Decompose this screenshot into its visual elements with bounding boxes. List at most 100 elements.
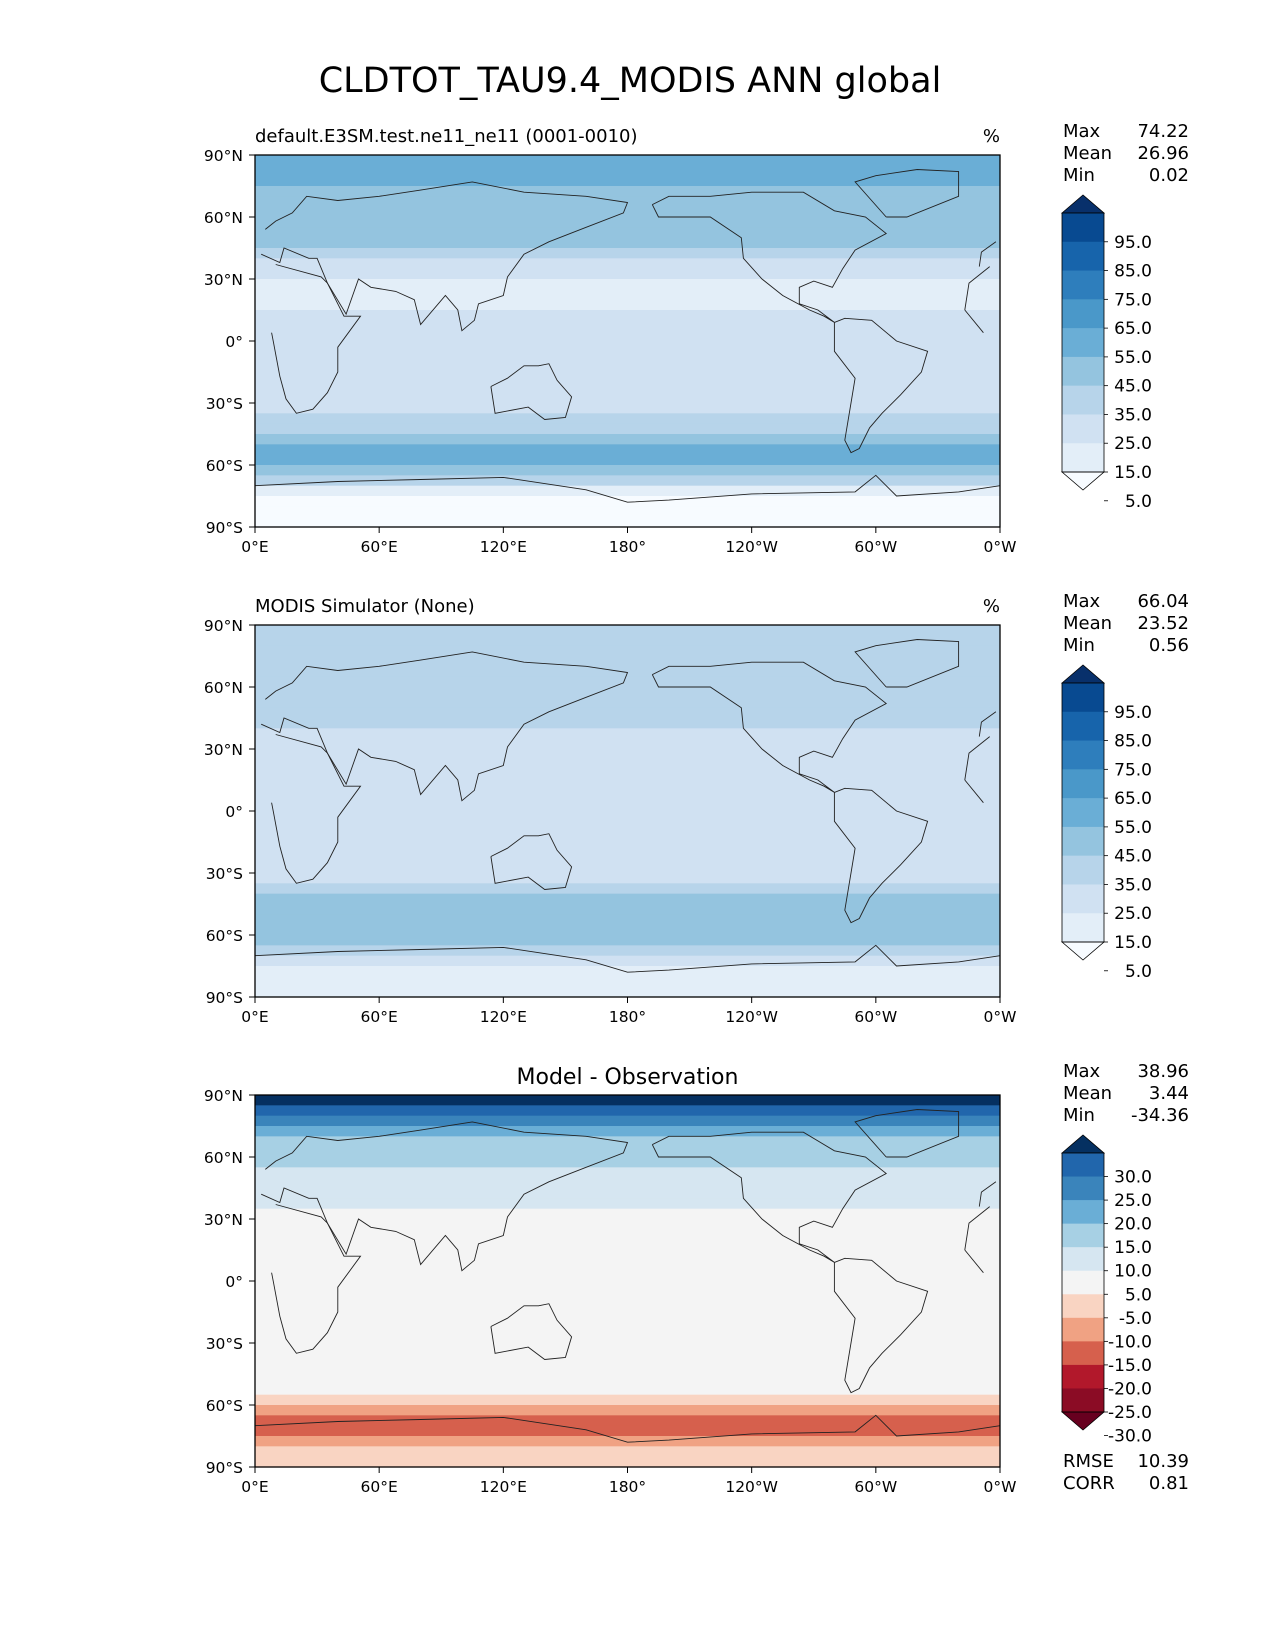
difference-band xyxy=(255,1394,1000,1406)
test-band xyxy=(255,175,1000,187)
lon-tick-label: 60°W xyxy=(854,538,897,556)
reference-band xyxy=(255,656,1000,667)
reference-band xyxy=(255,811,1000,822)
test-band xyxy=(255,237,1000,249)
colorbar-label: 45.0 xyxy=(1114,847,1152,867)
lat-tick-label: 30°S xyxy=(206,865,243,883)
test-coastline xyxy=(254,474,1001,503)
colorbar-segment xyxy=(1062,1176,1104,1201)
reference-coastline xyxy=(854,639,960,688)
reference-band xyxy=(255,924,1000,936)
lon-tick-label: 120°W xyxy=(725,538,778,556)
stat-value: 0.02 xyxy=(1149,165,1189,186)
stat-value: 74.22 xyxy=(1137,121,1189,142)
difference-band xyxy=(255,1384,1000,1396)
reference-band xyxy=(255,769,1000,781)
difference-colorbar: 30.0 25.0 20.0 15.0 10.0 5.0 -5.0 -10.0 -15.0 -20… xyxy=(1060,1134,1152,1447)
test-band xyxy=(255,372,1000,383)
reference-band xyxy=(255,687,1000,698)
colorbar-label: 75.0 xyxy=(1114,760,1152,780)
colorbar-label: 5.0 xyxy=(1125,1285,1152,1305)
test-band xyxy=(255,155,1000,166)
test-band xyxy=(255,279,1000,290)
lat-tick-label: 60°S xyxy=(206,1397,243,1415)
test-band xyxy=(255,165,1000,177)
lat-tick-label: 0° xyxy=(225,333,243,351)
lon-tick-label: 0°W xyxy=(984,538,1017,556)
colorbar-label: -20.0 xyxy=(1108,1379,1152,1399)
colorbar-segment xyxy=(1062,356,1104,387)
reference-band xyxy=(255,966,1000,977)
difference-band xyxy=(255,1301,1000,1313)
lon-tick-label: 0°W xyxy=(984,1478,1017,1496)
reference-band xyxy=(255,821,1000,833)
colorbar-segment xyxy=(1062,385,1104,415)
test-band xyxy=(255,351,1000,363)
lon-tick-label: 60°E xyxy=(361,538,398,556)
difference-band xyxy=(255,1343,1000,1354)
reference-coastline xyxy=(833,787,929,924)
reference-band xyxy=(255,780,1000,791)
stat-label: Max xyxy=(1063,121,1101,142)
colorbar-segment xyxy=(1062,328,1104,358)
difference-band xyxy=(255,1136,1000,1148)
reference-band xyxy=(255,707,1000,719)
test-band xyxy=(255,186,1000,197)
reference-band xyxy=(255,976,1000,988)
colorbar-extend-top xyxy=(1060,194,1106,214)
colorbar-extend-bottom xyxy=(1060,941,1106,961)
difference-field xyxy=(255,1095,1000,1468)
difference-coastline xyxy=(254,1414,1001,1443)
test-coastline xyxy=(964,266,990,311)
difference-band xyxy=(255,1291,1000,1303)
lat-tick-label: 60°N xyxy=(204,679,243,697)
difference-band xyxy=(255,1456,1000,1468)
lat-tick-label: 90°S xyxy=(206,519,243,537)
reference-coastline xyxy=(490,833,573,890)
reference-band xyxy=(255,728,1000,740)
test-band xyxy=(255,506,1000,518)
colorbar-label: 65.0 xyxy=(1114,789,1152,809)
difference-band xyxy=(255,1167,1000,1179)
panel-units: % xyxy=(983,126,1000,147)
test-band xyxy=(255,413,1000,425)
difference-band xyxy=(255,1425,1000,1437)
test-band xyxy=(255,465,1000,476)
reference-band xyxy=(255,893,1000,905)
colorbar-label: 5.0 xyxy=(1125,492,1152,512)
test-band xyxy=(255,382,1000,394)
reference-band xyxy=(255,800,1000,812)
test-coastline xyxy=(271,264,362,414)
colorbar-frame xyxy=(1061,212,1105,473)
difference-band xyxy=(255,1322,1000,1334)
stat-label: Mean xyxy=(1063,613,1112,634)
colorbar-segment xyxy=(1062,1270,1104,1295)
panel-difference: 90°N 60°N 30°N 0° 30°S 60°S 90°S0°E 60°E 120°E 18… xyxy=(204,1061,1189,1496)
colorbar-segment xyxy=(1062,1364,1104,1389)
reference-coastline xyxy=(964,736,990,781)
difference-band xyxy=(255,1250,1000,1261)
colorbar-extend-top xyxy=(1060,664,1106,684)
colorbar-extend-bottom xyxy=(1060,471,1106,491)
test-band xyxy=(255,392,1000,404)
panel-title: default.E3SM.test.ne11_ne11 (0001-0010) xyxy=(255,126,638,147)
difference-band xyxy=(255,1374,1000,1385)
reference-coastline xyxy=(261,651,629,802)
reference-band xyxy=(255,738,1000,750)
colorbar-segment xyxy=(1062,769,1104,799)
difference-band xyxy=(255,1126,1000,1137)
difference-band xyxy=(255,1115,1000,1127)
difference-band xyxy=(255,1312,1000,1323)
reference-band xyxy=(255,790,1000,802)
test-band xyxy=(255,258,1000,270)
stat-value: 0.56 xyxy=(1149,635,1189,656)
difference-band xyxy=(255,1363,1000,1375)
test-band xyxy=(255,496,1000,507)
test-coastline xyxy=(978,241,997,267)
colorbar-label: 85.0 xyxy=(1114,262,1152,282)
difference-band xyxy=(255,1446,1000,1458)
stat-value: 3.44 xyxy=(1149,1083,1189,1104)
reference-coastline xyxy=(254,944,1001,973)
difference-coastline xyxy=(964,1206,990,1251)
